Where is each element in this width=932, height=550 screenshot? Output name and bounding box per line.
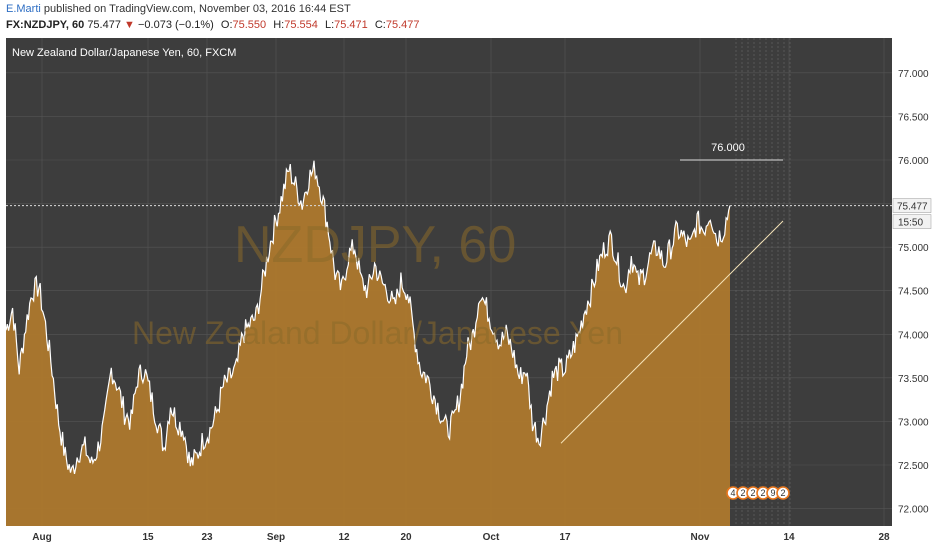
- ohlc-legend: FX:NZDJPY, 60 75.477 ▼ −0.073 (−0.1%) O:…: [6, 19, 420, 31]
- y-tick-label: 72.500: [898, 461, 929, 472]
- low-label: L:: [324, 19, 335, 31]
- event-count: 2: [750, 488, 755, 498]
- event-badge[interactable]: 9: [766, 486, 780, 500]
- event-count: 4: [730, 488, 735, 498]
- watermark-symbol: NZDJPY, 60: [234, 216, 516, 274]
- change-down-icon: ▼: [124, 19, 135, 31]
- author-link[interactable]: E.Marti: [6, 3, 41, 15]
- watermark-name: New Zealand Dollar/Japanese Yen: [132, 315, 623, 351]
- x-tick-label: 15: [142, 532, 154, 543]
- event-count: 2: [740, 488, 745, 498]
- price-area: [6, 160, 730, 526]
- event-count: 2: [780, 488, 785, 498]
- chart-title: New Zealand Dollar/Japanese Yen, 60, FXC…: [12, 47, 236, 59]
- countdown-value: 15:50: [898, 218, 923, 229]
- published-text: published on TradingView.com, November 0…: [43, 3, 351, 15]
- open-label: O:: [220, 19, 233, 31]
- x-tick-label: Nov: [691, 532, 710, 543]
- x-tick-label: 20: [400, 532, 412, 543]
- y-tick-label: 75.000: [898, 243, 929, 254]
- close-label: C:: [374, 19, 386, 31]
- y-tick-label: 74.000: [898, 330, 929, 341]
- event-count: 2: [760, 488, 765, 498]
- price-change: −0.073 (−0.1%): [137, 19, 214, 31]
- current-price-badge: [892, 198, 932, 213]
- x-tick-label: Aug: [32, 532, 51, 543]
- future-session-lines: [735, 38, 791, 526]
- level-label: 76.000: [711, 142, 745, 154]
- y-tick-label: 77.000: [898, 69, 929, 80]
- trend-line[interactable]: [560, 220, 784, 444]
- y-tick-label: 74.500: [898, 287, 929, 298]
- x-tick-label: 23: [201, 532, 213, 543]
- y-tick-label: 73.500: [898, 374, 929, 385]
- current-price-value: 75.477: [897, 202, 928, 213]
- x-tick-label: Oct: [483, 532, 500, 543]
- close-value: 75.477: [385, 19, 420, 31]
- x-tick-label: 28: [878, 532, 890, 543]
- high-value: 75.554: [284, 19, 318, 31]
- high-label: H:: [273, 19, 285, 31]
- symbol-label: FX:NZDJPY, 60: [6, 19, 85, 31]
- x-tick-label: 17: [559, 532, 571, 543]
- y-tick-label: 73.000: [898, 417, 929, 428]
- x-axis[interactable]: Aug 15 23 Sep 12 20 Oct 17 Nov 14 28: [32, 532, 890, 543]
- publish-header: E.Marti published on TradingView.com, No…: [6, 3, 351, 15]
- price-line: [5, 160, 731, 475]
- event-count: 9: [770, 488, 775, 498]
- countdown-badge: [892, 214, 932, 229]
- open-value: 75.550: [232, 19, 267, 31]
- y-tick-label: 76.000: [898, 156, 929, 167]
- x-tick-label: Sep: [267, 532, 285, 543]
- low-value: 75.471: [334, 19, 368, 31]
- y-axis[interactable]: 72.000 72.500 73.000 73.500 74.000 74.500 75.0…: [898, 69, 929, 516]
- event-badge[interactable]: 2: [776, 486, 790, 500]
- event-icon: [776, 486, 790, 500]
- x-tick-label: 12: [338, 532, 350, 543]
- last-price: 75.477: [87, 19, 121, 31]
- y-tick-label: 72.000: [898, 505, 929, 516]
- x-tick-label: 14: [783, 532, 795, 543]
- y-tick-label: 76.500: [898, 112, 929, 123]
